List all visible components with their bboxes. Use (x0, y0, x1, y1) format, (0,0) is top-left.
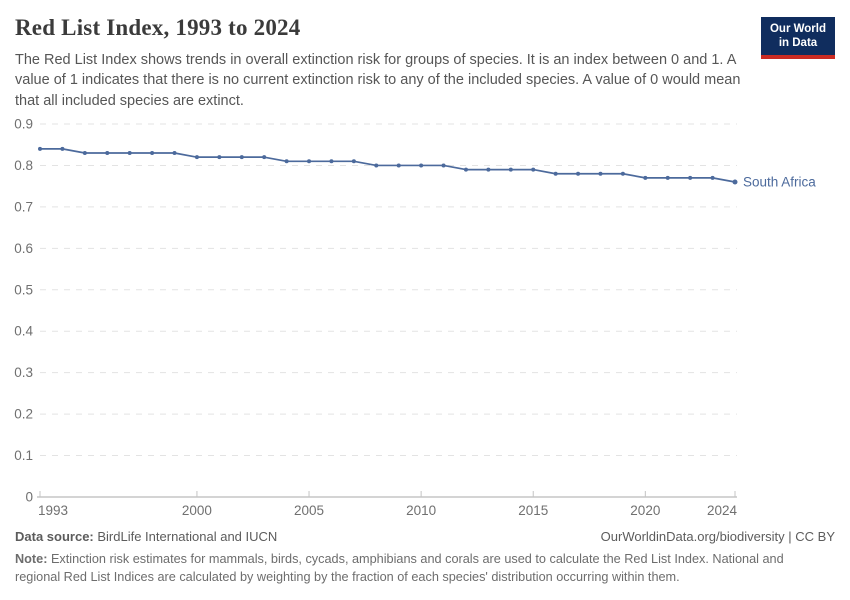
data-source: Data source: BirdLife International and … (15, 529, 277, 544)
data-point[interactable] (419, 163, 424, 168)
data-point-last[interactable] (732, 179, 738, 185)
data-point[interactable] (643, 175, 648, 180)
data-point[interactable] (665, 175, 670, 180)
series-label[interactable]: South Africa (743, 175, 816, 190)
data-point[interactable] (441, 163, 446, 168)
data-point[interactable] (598, 171, 603, 176)
data-point[interactable] (688, 175, 693, 180)
x-axis-tick-label: 2000 (182, 503, 212, 518)
y-axis-tick-label: 0.7 (14, 199, 33, 214)
data-point[interactable] (710, 175, 715, 180)
x-axis-tick-label: 2015 (518, 503, 548, 518)
data-point[interactable] (284, 159, 289, 164)
y-axis-tick-label: 0.4 (14, 324, 33, 339)
data-point[interactable] (194, 155, 199, 160)
data-point[interactable] (60, 146, 65, 151)
data-point[interactable] (486, 167, 491, 172)
x-axis-tick-label: 2020 (630, 503, 660, 518)
data-point[interactable] (396, 163, 401, 168)
y-axis-tick-label: 0.8 (14, 158, 33, 173)
x-axis-tick-label: 1993 (38, 503, 68, 518)
data-point[interactable] (576, 171, 581, 176)
data-point[interactable] (217, 155, 222, 160)
data-point[interactable] (374, 163, 379, 168)
data-point[interactable] (307, 159, 312, 164)
data-point[interactable] (262, 155, 267, 160)
data-point[interactable] (38, 146, 42, 151)
data-point[interactable] (508, 167, 513, 172)
data-point[interactable] (239, 155, 244, 160)
data-point[interactable] (329, 159, 334, 164)
data-point[interactable] (150, 151, 155, 156)
data-point[interactable] (553, 171, 558, 176)
data-point[interactable] (172, 151, 177, 156)
note-value: Extinction risk estimates for mammals, b… (15, 552, 784, 585)
data-source-value: BirdLife International and IUCN (93, 529, 278, 544)
data-point[interactable] (463, 167, 468, 172)
y-axis-tick-label: 0.9 (14, 117, 33, 132)
footer-note: Note: Extinction risk estimates for mamm… (15, 550, 815, 587)
data-point[interactable] (127, 151, 132, 156)
note-label: Note: (15, 552, 48, 566)
y-axis-tick-label: 0.1 (14, 448, 33, 463)
chart-title: Red List Index, 1993 to 2024 (15, 15, 301, 40)
data-point[interactable] (351, 159, 356, 164)
data-source-label: Data source: (15, 529, 94, 544)
x-axis-tick-label: 2005 (294, 503, 324, 518)
owid-logo[interactable]: Our World in Data (761, 17, 835, 59)
y-axis-tick-label: 0.3 (14, 365, 33, 380)
trend-line[interactable] (40, 148, 736, 183)
attribution-link[interactable]: OurWorldinData.org/biodiversity | CC BY (600, 529, 835, 544)
data-point[interactable] (105, 151, 110, 156)
data-point[interactable] (620, 171, 625, 176)
owid-logo-line1: Our World (769, 23, 826, 35)
chart-subtitle: The Red List Index shows trends in overa… (15, 51, 741, 110)
data-point[interactable] (82, 151, 87, 156)
y-axis-tick-label: 0.5 (14, 282, 33, 297)
x-axis-tick-label: 2010 (406, 503, 436, 518)
y-axis-tick-label: 0.2 (14, 407, 33, 422)
chart-header: Red List Index, 1993 to 2024 The Red Lis… (15, 14, 835, 112)
owid-logo-line2: in Data (778, 37, 818, 50)
x-axis-tick-label: 2024 (707, 503, 738, 518)
y-axis-tick-label: 0.6 (14, 241, 33, 256)
y-axis-tick-label: 0 (25, 490, 33, 505)
chart-footer: Data source: BirdLife International and … (15, 529, 835, 587)
data-point[interactable] (531, 167, 536, 172)
